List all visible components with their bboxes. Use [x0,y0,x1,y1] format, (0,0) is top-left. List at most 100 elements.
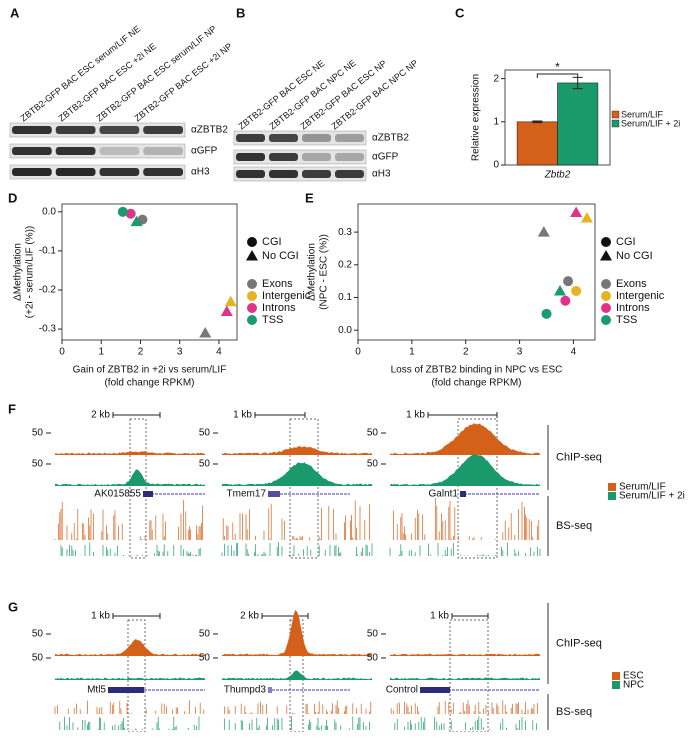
track-y-tick: 50 [199,459,211,470]
chip-track [222,446,372,455]
y-tick-label: -0.3 [39,324,57,335]
gene-name: Mtl5 [87,685,106,696]
chip-track [222,670,372,680]
blot-band [335,170,364,178]
panel-letter: A [10,5,20,20]
x-tick-label: 3 [517,347,523,358]
x-tick-label: 4 [571,347,577,358]
bs-track [390,700,538,714]
x-axis-label: Gain of ZBTB2 in +2i vs serum/LIF [73,365,227,376]
scatter-point [541,308,552,319]
chip-track [55,677,205,680]
blot-band [236,134,265,142]
legend-swatch [612,672,620,680]
blot-band [12,147,52,155]
x-tick-label: 4 [216,347,222,358]
track-y-tick: 50 [199,653,211,664]
legend-marker [246,250,258,261]
gene-exon [143,491,153,497]
error-bar [532,120,543,124]
region-highlight [127,619,146,733]
x-tick-label: 1 [409,347,415,358]
panel-letter: B [236,5,245,20]
track-y-tick: 50 [367,459,379,470]
antibody-label: αGFP [191,146,218,157]
legend-label: CGI [616,236,636,248]
blot-strip [233,166,367,182]
chip-track [55,469,205,486]
legend-swatch [608,483,616,491]
x-axis-label: (fold change RPKM) [431,378,521,389]
x-tick-label: 2 [463,347,469,358]
y-tick-label: 1 [493,116,499,127]
bs-track [394,716,537,730]
blot-band [12,126,52,134]
scatter-point [130,215,143,227]
blot-band [269,134,298,142]
legend-swatch [608,492,616,500]
legend-label: TSS [262,314,283,326]
chip-track [390,454,540,486]
chip-track [55,451,205,455]
region-highlight [289,418,319,559]
legend-label: Exons [616,278,647,290]
assay-label: ChIP-seq [556,637,602,649]
blot-strip [233,130,367,146]
blot-strip [233,149,367,165]
bs-track [389,542,541,556]
assay-label: BS-seq [556,706,592,718]
y-tick-label: 0.0 [42,206,56,217]
x-tick-label: 0 [355,347,361,358]
gene-exon [108,687,144,693]
gene-name: Control [386,685,418,696]
scatter-point [220,305,233,316]
blot-band [269,153,298,161]
scale-label: 1 kb [91,611,110,622]
blot-band [99,168,140,176]
gene-name: AK015855 [94,489,141,500]
scatter-point [117,206,128,217]
antibody-label: αZBTB2 [372,133,409,144]
track-y-tick: 50 [367,428,379,439]
scale-label: 1 kb [406,410,425,421]
legend-label: Introns [262,302,296,314]
scatter-point [537,226,550,237]
scale-bar [261,613,309,619]
scatter-point [563,276,574,287]
scale-label: 2 kb [91,410,110,421]
legend-swatch [601,303,611,313]
y-tick-label: 0 [493,160,499,171]
chip-track [55,639,205,656]
significance-bracket [536,73,579,78]
panel-letter: G [8,599,18,614]
scale-bar [254,412,306,418]
panel-letter: F [8,401,16,416]
legend-swatch [247,291,257,301]
bs-track [54,500,203,540]
legend-label: No CGI [262,250,299,262]
legend-swatch [611,110,620,119]
legend-label: Serum/LIF [621,109,664,119]
y-axis-label: (+2i - serum/LIF (%)) [25,226,36,319]
blot-band [335,134,364,142]
x-tick-label: 3 [177,347,183,358]
blot-band [335,153,364,161]
scatter-point [580,212,593,223]
gene-exon [420,687,450,693]
y-axis-label: (NPC - ESC (%)) [319,234,330,310]
legend-marker [601,237,611,247]
legend-swatch [601,279,611,289]
blot-band [143,147,183,155]
panel-letter: E [305,190,314,205]
y-tick-label: -0.1 [39,246,57,257]
blot-band [143,126,183,134]
x-axis-label: (fold change RPKM) [104,378,194,389]
scale-label: 1 kb [430,611,449,622]
legend-marker [600,250,612,261]
gene-name: Tmem17 [227,489,267,500]
antibody-label: αH3 [372,169,391,180]
scale-bar [451,613,489,619]
legend-swatch [247,315,257,325]
gene-exon [268,491,280,497]
track-y-tick: 50 [367,653,379,664]
